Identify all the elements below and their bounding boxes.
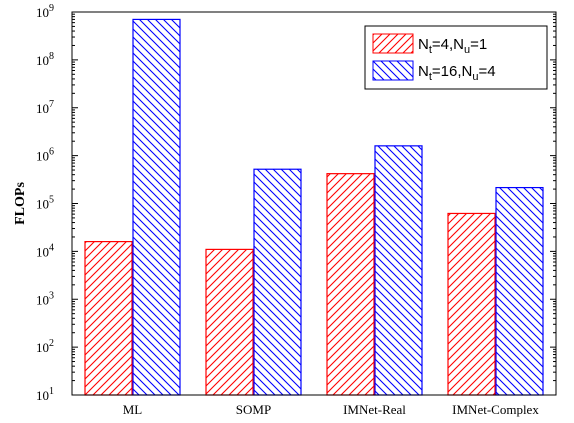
y-tick-label: 109	[36, 3, 54, 20]
legend-text-part: =1	[470, 36, 487, 53]
y-tick-label: 107	[36, 99, 54, 116]
y-tick-exponent: 5	[49, 195, 54, 206]
y-tick-label: 101	[36, 386, 54, 403]
x-axis-labels: ML SOMP IMNet-Real IMNet-Complex	[123, 402, 540, 417]
legend-text-part: =4	[478, 63, 495, 80]
legend-subscript: u	[464, 44, 470, 56]
y-tick-label: 108	[36, 51, 54, 68]
legend-subscript: t	[429, 44, 432, 56]
plot-area-frame	[71, 11, 557, 396]
y-tick-label: 102	[36, 338, 54, 355]
y-tick-base: 10	[36, 5, 49, 20]
y-tick-exponent: 4	[49, 242, 54, 253]
y-tick-base: 10	[36, 388, 49, 403]
legend-label-series-1: Nt=4,Nu=1	[418, 36, 487, 56]
bar-imnet-complex-series-2	[495, 186, 544, 396]
legend-text-part: =16,N	[432, 63, 472, 80]
legend-subscript: u	[472, 71, 478, 83]
y-tick-label: 104	[36, 242, 54, 259]
legend-text-part: N	[418, 63, 429, 80]
x-tick-label: IMNet-Complex	[452, 402, 539, 417]
x-tick-label: SOMP	[236, 402, 271, 417]
y-tick-exponent: 9	[49, 3, 54, 14]
legend-subscript: t	[429, 71, 432, 83]
legend-swatch-series-2	[372, 60, 414, 81]
y-tick-base: 10	[36, 101, 49, 116]
y-tick-label: 105	[36, 195, 54, 212]
x-tick-label: IMNet-Real	[343, 402, 406, 417]
bar-somp-series-1	[205, 248, 254, 396]
y-tick-base: 10	[36, 53, 49, 68]
legend-swatch-series-1	[372, 33, 414, 54]
y-tick-exponent: 3	[49, 290, 54, 301]
legend: Nt=4,Nu=1 Nt=16,Nu=4	[364, 25, 548, 90]
y-tick-base: 10	[36, 292, 49, 307]
y-tick-label: 106	[36, 147, 54, 164]
y-axis-label: FLOPs	[13, 182, 28, 225]
y-tick-base: 10	[36, 244, 49, 259]
y-tick-base: 10	[36, 149, 49, 164]
y-tick-label: 103	[36, 290, 54, 307]
bar-imnet-real-series-1	[326, 173, 375, 396]
y-tick-base: 10	[36, 197, 49, 212]
legend-text-part: N	[418, 36, 429, 53]
legend-text-part: =4,N	[432, 36, 464, 53]
bar-imnet-real-series-2	[374, 145, 423, 396]
legend-label-series-2: Nt=16,Nu=4	[418, 63, 496, 83]
y-tick-exponent: 8	[49, 51, 54, 62]
bar-somp-series-2	[253, 168, 302, 396]
y-tick-base: 10	[36, 340, 49, 355]
y-tick-exponent: 6	[49, 147, 54, 158]
bar-ml-series-1	[84, 241, 133, 396]
y-tick-exponent: 2	[49, 338, 54, 349]
y-tick-exponent: 7	[49, 99, 54, 110]
x-tick-label: ML	[123, 402, 143, 417]
bars-group	[84, 18, 544, 396]
y-tick-exponent: 1	[49, 386, 54, 397]
bar-ml-series-2	[132, 18, 181, 396]
bar-imnet-complex-series-1	[447, 212, 496, 396]
